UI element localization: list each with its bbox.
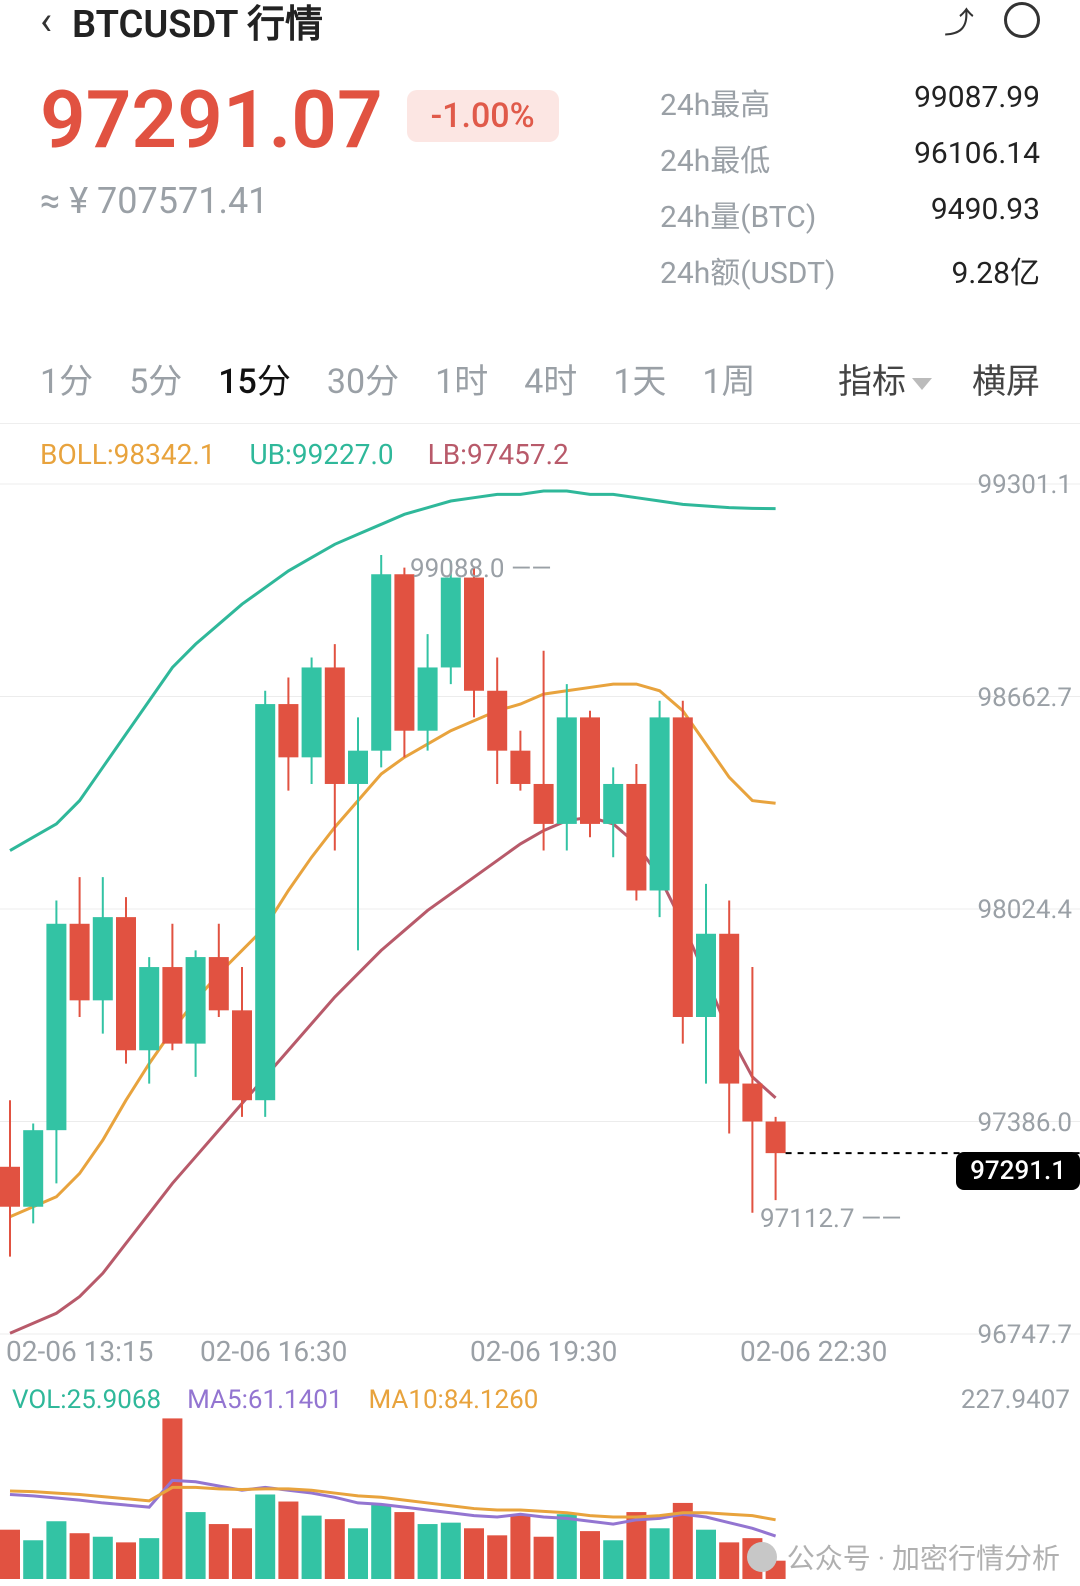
stats-block: 24h最高 99087.99 24h最低 96106.14 24h量(BTC) 9490.… xyxy=(660,80,1040,304)
volume-chart[interactable]: VOL:25.9068 MA5:61.1401 MA10:84.1260 227… xyxy=(0,1383,1080,1583)
timeframe-15分[interactable]: 15分 xyxy=(218,354,291,403)
time-tick: 02-06 22:30 xyxy=(740,1335,887,1368)
time-axis: 02-06 13:15 02-06 16:30 02-06 19:30 02-06 2… xyxy=(0,1335,1080,1383)
stat-row: 24h额(USDT) 9.28亿 xyxy=(660,248,1040,292)
stat-row: 24h最低 96106.14 xyxy=(660,136,1040,180)
price-section: 97291.07 -1.00% ≈ ¥ 707571.41 24h最高 99087… xyxy=(0,40,1080,324)
back-icon[interactable]: ‹ xyxy=(40,0,52,44)
stat-value: 9.28亿 xyxy=(952,248,1041,292)
timeframe-bar: 1分 5分 15分 30分 1时 4时 1天 1周 指标 横屏 xyxy=(0,324,1080,423)
low-annotation: 97112.7 —— xyxy=(760,1204,902,1234)
watermark: 公众号 · 加密行情分析 xyxy=(747,1537,1060,1577)
timeframe-4时[interactable]: 4时 xyxy=(524,354,577,403)
header-bar: ‹ BTCUSDT 行情 ⤴ xyxy=(0,0,1080,40)
share-icon[interactable]: ⤴ xyxy=(944,0,974,42)
stat-label: 24h量(BTC) xyxy=(660,192,816,236)
stat-value: 9490.93 xyxy=(931,192,1040,236)
indicator-menu[interactable]: 指标 xyxy=(838,354,932,403)
y-tick-label: 98024.4 xyxy=(977,895,1072,925)
stat-row: 24h最高 99087.99 xyxy=(660,80,1040,124)
y-tick-label: 97386.0 xyxy=(977,1108,1072,1138)
stat-label: 24h最高 xyxy=(660,80,770,124)
last-price: 97291.07 xyxy=(40,80,383,160)
stat-label: 24h最低 xyxy=(660,136,770,180)
stat-label: 24h额(USDT) xyxy=(660,248,835,292)
change-pct-badge: -1.00% xyxy=(407,90,559,142)
current-price-pill: 97291.1 xyxy=(956,1152,1080,1190)
indicator-label: 指标 xyxy=(838,362,906,402)
timeframe-30分[interactable]: 30分 xyxy=(327,354,399,403)
timeframe-1时[interactable]: 1时 xyxy=(435,354,488,403)
timeframe-5分[interactable]: 5分 xyxy=(129,354,182,403)
stat-value: 99087.99 xyxy=(914,80,1040,124)
fullscreen-toggle[interactable]: 横屏 xyxy=(972,354,1040,403)
high-annotation: 99088.0 —— xyxy=(410,554,552,584)
watermark-text: 公众号 · 加密行情分析 xyxy=(787,1537,1060,1577)
stat-value: 96106.14 xyxy=(914,136,1040,180)
time-tick: 02-06 16:30 xyxy=(200,1335,347,1368)
approx-cny: ≈ ¥ 707571.41 xyxy=(40,180,559,222)
stat-row: 24h量(BTC) 9490.93 xyxy=(660,192,1040,236)
time-tick: 02-06 13:15 xyxy=(6,1335,153,1368)
more-icon[interactable] xyxy=(1004,2,1040,38)
wechat-icon xyxy=(747,1542,777,1572)
chevron-down-icon xyxy=(912,378,932,390)
timeframe-1天[interactable]: 1天 xyxy=(613,354,666,403)
timeframe-1分[interactable]: 1分 xyxy=(40,354,93,403)
time-tick: 02-06 19:30 xyxy=(470,1335,617,1368)
y-tick-label: 99301.1 xyxy=(977,470,1072,500)
main-chart[interactable]: BOLL:98342.1 UB:99227.0 LB:97457.2 99301… xyxy=(0,423,1080,1383)
y-tick-label: 98662.7 xyxy=(977,683,1072,713)
symbol-title: BTCUSDT 行情 xyxy=(72,0,323,48)
timeframe-1周[interactable]: 1周 xyxy=(702,354,755,403)
